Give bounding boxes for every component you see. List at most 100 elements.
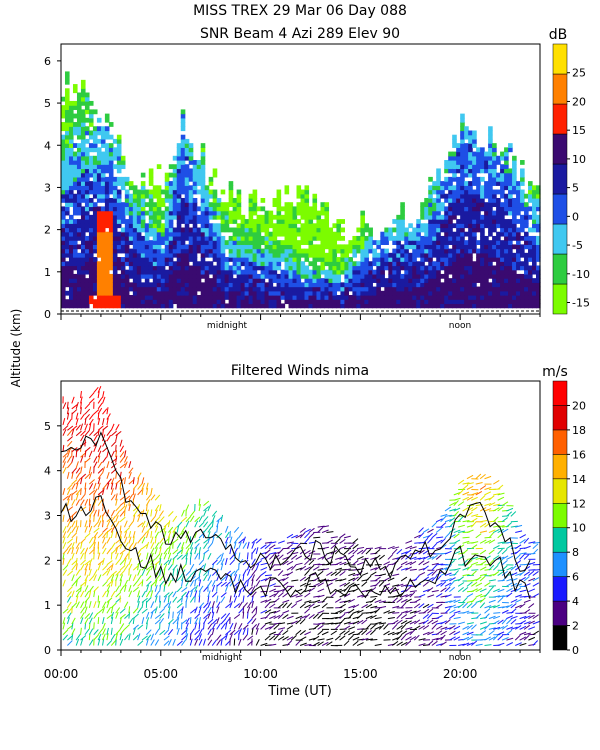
snr-cell [380, 248, 385, 254]
snr-cell [276, 210, 282, 216]
snr-cell [528, 282, 533, 288]
snr-cell [316, 282, 322, 288]
snr-cell [500, 206, 505, 212]
snr-cell [108, 286, 114, 292]
wind-barb [286, 560, 294, 566]
snr-cell [200, 273, 206, 279]
snr-cell [236, 193, 242, 199]
snr-cell [184, 265, 190, 271]
wind-barb [146, 634, 152, 641]
snr-cell [192, 303, 198, 309]
snr-cell [84, 282, 90, 288]
snr-cell [436, 269, 441, 275]
snr-cell [80, 223, 86, 229]
snr-cell [152, 257, 158, 262]
wind-barb [286, 640, 293, 646]
snr-cell [456, 223, 461, 229]
wind-barb [132, 634, 139, 641]
snr-cell [280, 231, 286, 237]
snr-cell [288, 282, 294, 288]
snr-cell [148, 265, 154, 271]
wind-barb [339, 570, 346, 576]
snr-cell [284, 299, 290, 305]
snr-cell [296, 189, 302, 195]
snr-cell [108, 172, 114, 178]
wind-barb [176, 554, 183, 560]
wind-barb [194, 590, 198, 598]
wind-barb [185, 504, 190, 512]
snr-cell [88, 269, 94, 275]
snr-cell [472, 160, 477, 165]
snr-cell [436, 231, 441, 237]
snr-cell [200, 155, 206, 161]
snr-cell [504, 206, 509, 212]
snr-cell [264, 210, 270, 216]
snr-cell [360, 295, 365, 300]
snr-cell [432, 286, 437, 292]
snr-cell [448, 193, 453, 199]
wind-barb [348, 626, 356, 630]
snr-cell [532, 269, 537, 275]
snr-cell [100, 282, 106, 288]
snr-cell [84, 286, 90, 292]
snr-cell [416, 299, 421, 305]
snr-cell [100, 248, 106, 254]
snr-cell [220, 299, 226, 305]
snr-cell [404, 244, 409, 250]
snr-cell [236, 257, 242, 262]
snr-cell [100, 185, 106, 191]
wind-barb [128, 558, 132, 565]
snr-cell [172, 206, 178, 212]
snr-cell [516, 248, 521, 254]
snr-cell [500, 151, 505, 157]
snr-cell [92, 126, 98, 132]
snr-cell [420, 299, 425, 305]
snr-cell [68, 185, 74, 191]
snr-cell [184, 299, 190, 305]
snr-cell [344, 248, 349, 254]
snr-cell [456, 265, 461, 271]
snr-cell [104, 261, 110, 267]
snr-cell [324, 303, 330, 309]
wind-barb [251, 624, 258, 630]
snr-cell [404, 257, 409, 262]
snr-cell [400, 219, 405, 224]
snr-cell [220, 223, 226, 229]
snr-cell [244, 219, 250, 224]
snr-cell [216, 231, 222, 237]
snr-cell [368, 295, 373, 300]
snr-cell [484, 252, 489, 258]
snr-cell [180, 282, 186, 288]
snr-cell [232, 290, 238, 296]
snr-cell [92, 185, 98, 191]
snr-cell [184, 303, 190, 309]
wind-barb [97, 450, 102, 458]
snr-cell [172, 282, 178, 288]
wind-barb [75, 595, 79, 603]
snr-cell [72, 227, 78, 233]
snr-cell [100, 252, 106, 258]
snr-cell [64, 172, 70, 178]
snr-cell [336, 235, 342, 241]
snr-cell [84, 227, 90, 233]
snr-cell [536, 223, 541, 229]
snr-cell [404, 303, 409, 309]
snr-cell [484, 164, 489, 170]
snr-cell [180, 172, 186, 178]
snr-cell [276, 193, 282, 199]
snr-cell [80, 214, 86, 220]
snr-cell [532, 193, 537, 199]
snr-cell [320, 227, 326, 233]
wind-barb [220, 618, 227, 625]
snr-cell [61, 290, 66, 296]
snr-cell [280, 244, 286, 250]
snr-cell [132, 252, 138, 258]
snr-cell [460, 299, 465, 305]
snr-cell [368, 248, 373, 254]
snr-cell [104, 303, 110, 309]
snr-cell [512, 278, 517, 283]
snr-cell [248, 290, 254, 296]
snr-cell [384, 295, 389, 300]
snr-cell [428, 202, 433, 208]
snr-cell [240, 219, 246, 224]
